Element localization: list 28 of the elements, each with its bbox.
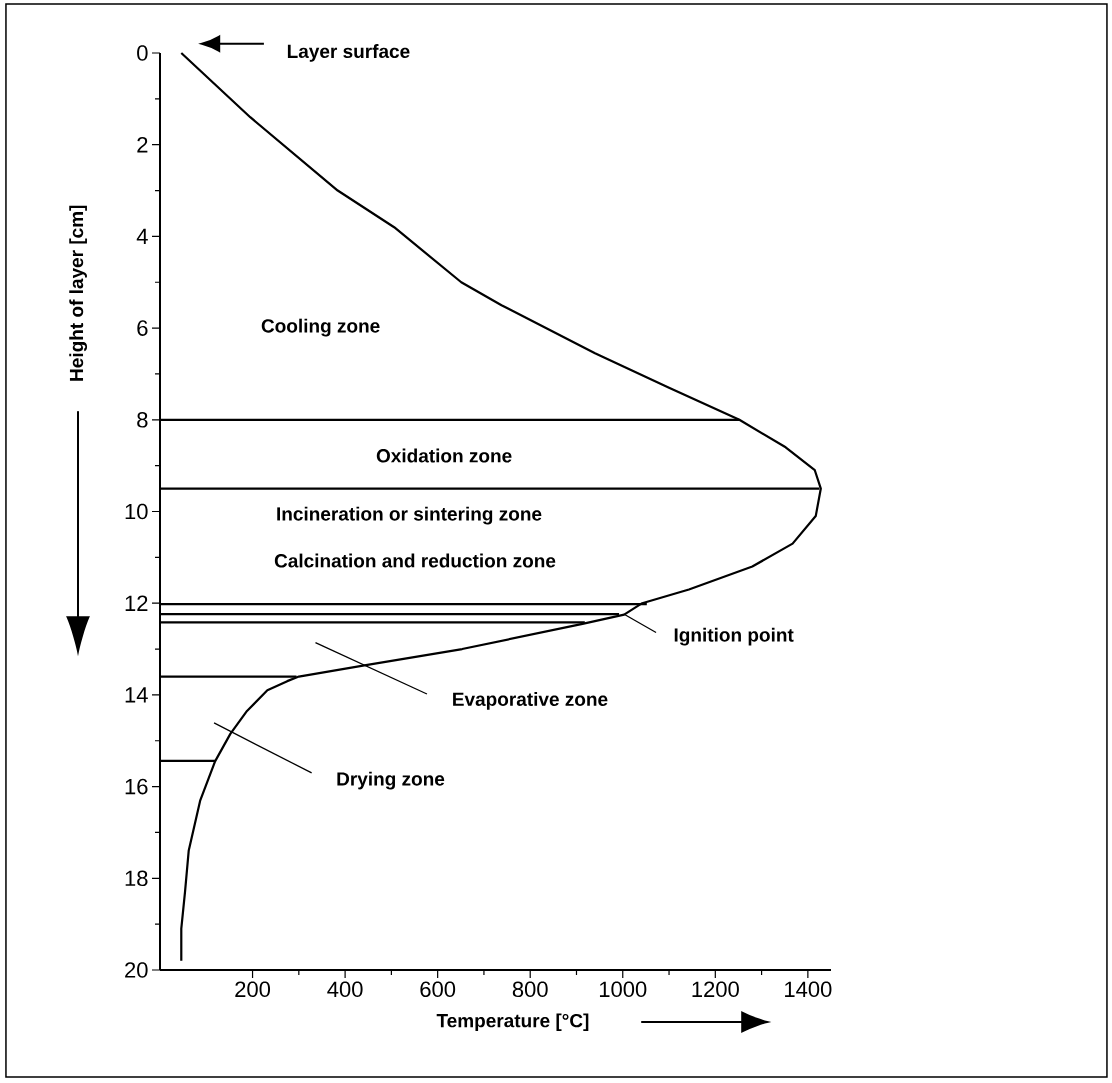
x-tick-label: 1000: [599, 981, 647, 998]
x-tick-label: 1400: [785, 981, 832, 998]
y-axis-title: Height of layer [cm]: [69, 205, 88, 381]
x-tick-label: 400: [327, 981, 363, 998]
annotation: Incineration or sintering zone: [277, 506, 542, 525]
y-tick-label: 10: [125, 503, 148, 520]
y-tick-label: 12: [125, 595, 148, 611]
y-tick-label: 0: [137, 45, 148, 61]
y-tick-label: 8: [137, 412, 148, 428]
annotation: Evaporative zone: [453, 692, 608, 710]
y-tick-label: 2: [137, 137, 148, 153]
x-axis-title: Temperature [°C]: [436, 1013, 589, 1032]
y-tick-label: 14: [125, 687, 148, 703]
x-tick-label: 200: [235, 981, 271, 998]
annotation: Layer surface: [287, 44, 410, 62]
x-tick-label: 1200: [692, 981, 739, 998]
x-tick-label: 800: [512, 981, 548, 998]
y-tick-label: 16: [125, 778, 148, 795]
annotation: Ignition point: [674, 627, 794, 646]
y-tick-label: 6: [137, 320, 148, 336]
y-tick-label: 20: [125, 962, 148, 978]
annotation: Calcination and reduction zone: [274, 553, 556, 568]
y-tick-label: 4: [136, 228, 148, 244]
x-tick-label: 600: [420, 981, 456, 998]
annotation: Cooling zone: [261, 318, 380, 337]
annotation: Oxidation zone: [376, 448, 512, 463]
y-tick-label: 18: [125, 870, 148, 887]
annotation: Drying zone: [337, 771, 445, 790]
